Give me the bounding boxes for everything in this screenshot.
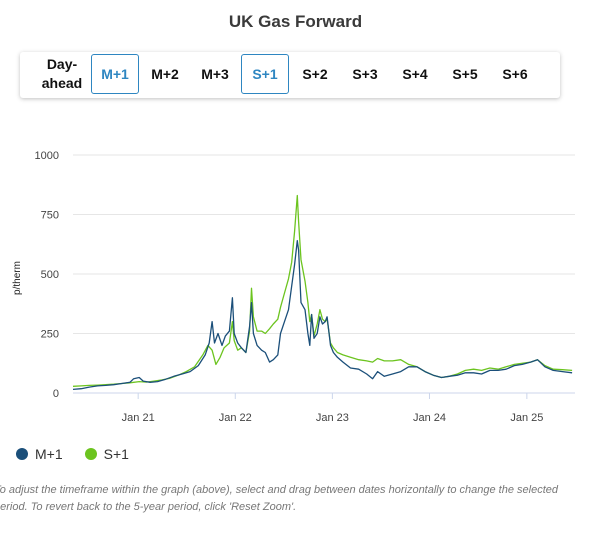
tab-m2[interactable]: M+2 (151, 65, 179, 82)
legend-swatch-s1 (84, 448, 97, 460)
legend-swatch-m1 (16, 448, 28, 460)
x-tick-label: Jan 22 (219, 412, 252, 424)
y-tick-label: 750 (41, 210, 59, 222)
tab-s6[interactable]: S+6 (502, 65, 528, 82)
y-axis-label: p/therm (12, 261, 23, 295)
x-tick-label: Jan 24 (413, 412, 446, 424)
x-tick-label: Jan 25 (510, 412, 543, 424)
y-tick-label: 500 (41, 269, 59, 281)
legend-label-s1: S+1 (103, 446, 129, 462)
zoom-instructions: To adjust the timeframe within the graph… (0, 484, 558, 513)
chart-area[interactable]: 0 250 500 750 1000 Jan 21 Jan 22 Jan 23 Jan 24 J… (0, 140, 591, 430)
x-axis-ticks: Jan 21 Jan 22 Jan 23 Jan 24 Jan 25 (122, 393, 543, 424)
series-lines (72, 194, 573, 391)
tab-day-ahead[interactable]: Day-ahead (41, 56, 83, 91)
legend-label-m1: M+1 (35, 446, 63, 462)
contract-tab-bar: Day-ahead M+1 M+2 M+3 S+1 S+2 S+3 S+4 S+… (20, 52, 560, 98)
y-tick-label: 250 (41, 329, 59, 341)
tab-s1[interactable]: S+1 (241, 54, 289, 94)
x-tick-label: Jan 21 (122, 412, 155, 424)
chart-title: UK Gas Forward (228, 12, 363, 31)
tab-m3[interactable]: M+3 (201, 65, 229, 82)
chart-legend: M+1 S+1 (16, 444, 151, 464)
tab-s5[interactable]: S+5 (452, 65, 478, 82)
tab-s4[interactable]: S+4 (402, 65, 428, 82)
y-tick-label: 1000 (35, 150, 59, 162)
grid-lines (73, 154, 575, 394)
y-axis-ticks: 0 250 500 750 1000 (35, 150, 59, 400)
y-tick-label: 0 (53, 388, 59, 400)
tab-s3[interactable]: S+3 (352, 65, 378, 82)
series-line-s1 (72, 194, 573, 387)
series-line-m1 (72, 240, 573, 391)
legend-item-s1[interactable]: S+1 (84, 446, 129, 462)
tab-s2[interactable]: S+2 (302, 65, 328, 82)
x-tick-label: Jan 23 (316, 412, 349, 424)
tab-m1[interactable]: M+1 (91, 54, 139, 94)
legend-item-m1[interactable]: M+1 (16, 446, 63, 462)
